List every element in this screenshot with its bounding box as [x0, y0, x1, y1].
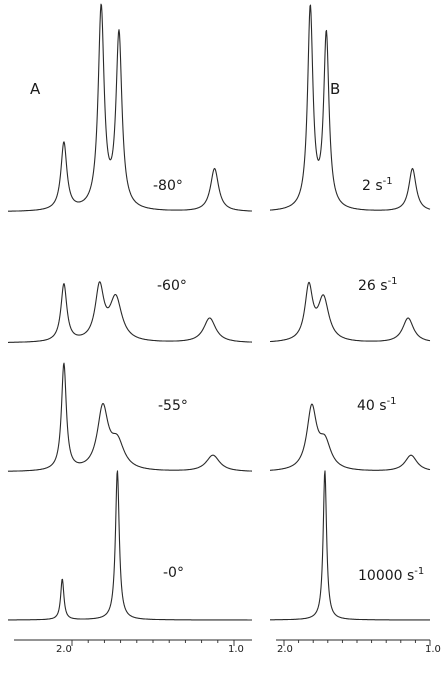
- spectrum-trace-a-3: [7, 362, 253, 472]
- trace-label-10000-per-s-exponent: -1: [414, 566, 424, 577]
- panel-b: B 2 s-1 26 s-1 40 s-1 10000 s-1 2.0 1.0: [269, 4, 441, 655]
- trace-label-26-per-s-exponent: -1: [388, 276, 398, 287]
- spectrum-trace-b-3: [269, 403, 431, 471]
- trace-label-10000-per-s: 10000 s-1: [358, 566, 424, 584]
- spectrum-trace-a-2: [7, 281, 253, 343]
- trace-label-minus-55: -55°: [158, 398, 188, 414]
- trace-label-2-per-s-exponent: -1: [383, 176, 393, 187]
- spectrum-trace-a-1: [7, 3, 253, 212]
- panel-b-tick-label-1-0: 1.0: [425, 644, 441, 655]
- trace-label-26-per-s-value: 26 s: [358, 278, 388, 294]
- trace-label-10000-per-s-value: 10000 s: [358, 568, 414, 584]
- trace-label-2-per-s: 2 s-1: [362, 176, 393, 194]
- panel-b-axis: [276, 639, 431, 646]
- trace-label-minus-0: -0°: [163, 565, 184, 581]
- panel-a-tick-label-2-0: 2.0: [56, 644, 72, 655]
- panel-a-trace-labels: -80° -60° -55° -0°: [153, 178, 188, 581]
- trace-label-26-per-s: 26 s-1: [358, 276, 398, 294]
- trace-label-minus-80: -80°: [153, 178, 183, 194]
- trace-label-minus-60: -60°: [157, 278, 187, 294]
- panel-a: A -80° -60° -55° -0° 2.0 1.0: [7, 3, 253, 655]
- panel-label-b: B: [330, 80, 340, 98]
- trace-label-40-per-s: 40 s-1: [357, 396, 397, 414]
- spectrum-trace-a-4: [7, 470, 253, 621]
- panel-b-trace-labels: 2 s-1 26 s-1 40 s-1 10000 s-1: [357, 176, 424, 584]
- panel-b-traces: [269, 4, 431, 621]
- spectrum-trace-b-1: [269, 4, 431, 211]
- panel-label-a: A: [30, 80, 41, 98]
- trace-label-2-per-s-value: 2 s: [362, 178, 383, 194]
- panel-a-axis: [14, 639, 252, 646]
- spectrum-trace-b-2: [269, 281, 431, 343]
- trace-label-40-per-s-exponent: -1: [387, 396, 397, 407]
- panel-a-traces: [7, 3, 253, 621]
- panel-b-tick-label-2-0: 2.0: [277, 644, 293, 655]
- trace-label-40-per-s-value: 40 s: [357, 398, 387, 414]
- spectrum-trace-b-4: [269, 470, 431, 621]
- panel-a-tick-label-1-0: 1.0: [228, 644, 244, 655]
